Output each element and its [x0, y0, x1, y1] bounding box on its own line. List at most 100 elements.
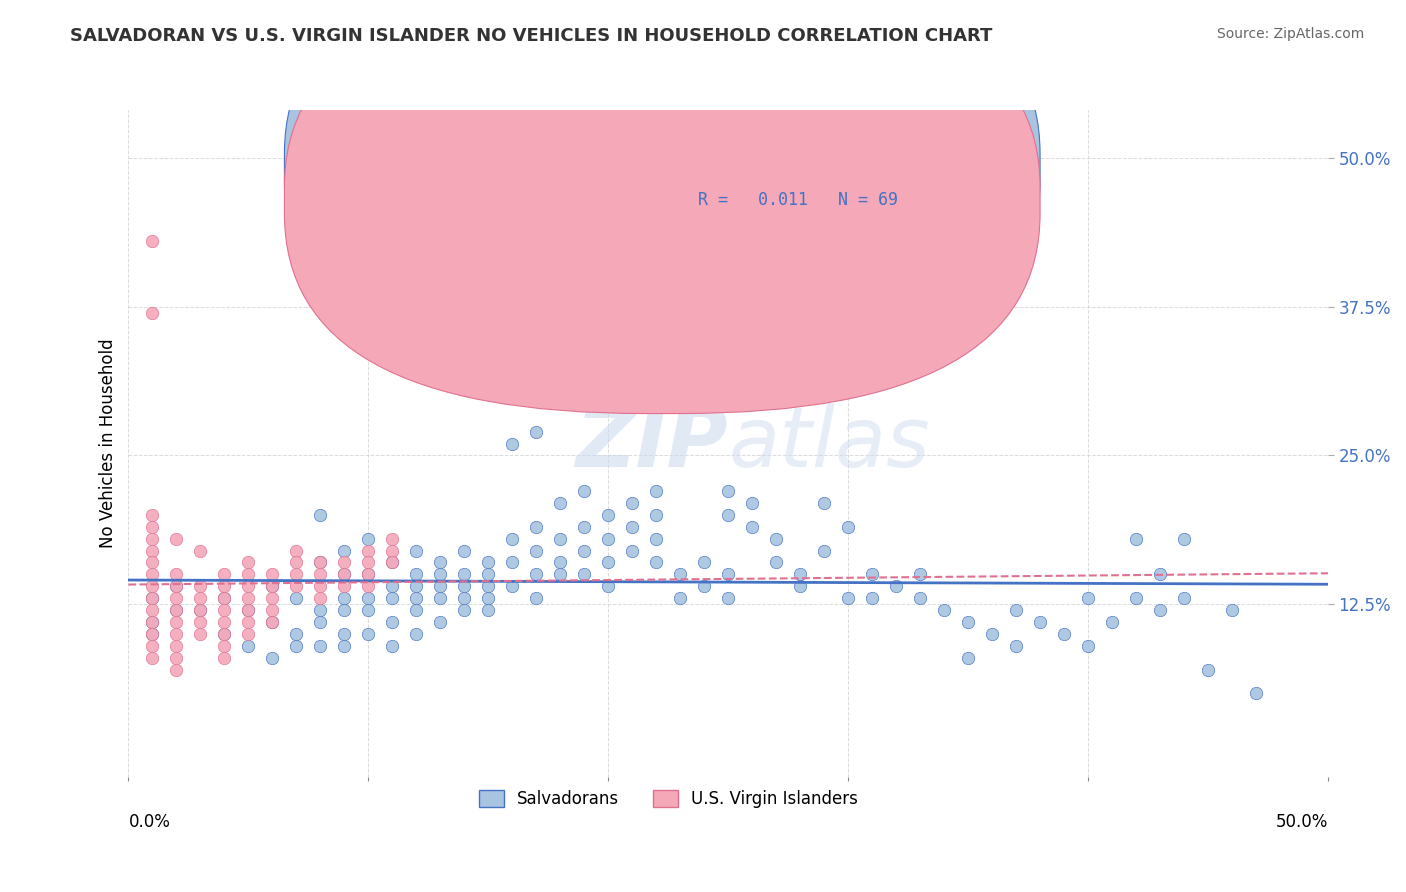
Point	[621, 520, 644, 534]
Point	[501, 556, 523, 570]
Point	[190, 591, 212, 606]
Point	[477, 603, 499, 617]
Point	[357, 567, 380, 582]
Point	[285, 639, 308, 653]
Point	[477, 591, 499, 606]
Point	[262, 615, 284, 629]
Point	[238, 603, 260, 617]
Point	[190, 543, 212, 558]
Point	[717, 591, 740, 606]
Point	[238, 639, 260, 653]
Point	[621, 543, 644, 558]
Point	[524, 543, 547, 558]
Point	[165, 603, 187, 617]
Point	[1197, 663, 1219, 677]
Point	[1149, 567, 1171, 582]
Point	[165, 639, 187, 653]
Point	[813, 496, 835, 510]
Point	[765, 556, 787, 570]
Point	[309, 508, 332, 522]
Point	[190, 579, 212, 593]
Point	[405, 567, 427, 582]
Point	[1125, 532, 1147, 546]
Point	[214, 591, 236, 606]
Point	[1101, 615, 1123, 629]
Point	[285, 556, 308, 570]
Point	[165, 567, 187, 582]
Point	[357, 532, 380, 546]
Point	[214, 591, 236, 606]
Point	[789, 579, 811, 593]
Point	[262, 650, 284, 665]
Point	[477, 579, 499, 593]
FancyBboxPatch shape	[284, 0, 1040, 380]
Point	[1149, 603, 1171, 617]
Point	[309, 615, 332, 629]
Point	[477, 567, 499, 582]
Point	[453, 603, 475, 617]
Point	[141, 615, 163, 629]
Point	[477, 556, 499, 570]
Point	[598, 532, 620, 546]
Point	[548, 496, 571, 510]
Point	[717, 567, 740, 582]
Point	[453, 591, 475, 606]
Point	[165, 591, 187, 606]
Point	[285, 543, 308, 558]
Point	[405, 603, 427, 617]
Text: 0.0%: 0.0%	[128, 814, 170, 831]
Point	[789, 567, 811, 582]
Point	[309, 556, 332, 570]
Point	[1173, 532, 1195, 546]
Point	[405, 627, 427, 641]
Point	[548, 567, 571, 582]
Point	[598, 556, 620, 570]
Point	[141, 627, 163, 641]
Point	[1077, 591, 1099, 606]
Point	[214, 615, 236, 629]
Point	[574, 520, 596, 534]
Point	[190, 615, 212, 629]
Point	[837, 520, 859, 534]
Point	[309, 579, 332, 593]
Point	[501, 436, 523, 450]
Point	[381, 639, 404, 653]
Text: Source: ZipAtlas.com: Source: ZipAtlas.com	[1216, 27, 1364, 41]
Point	[717, 484, 740, 499]
Point	[405, 579, 427, 593]
Point	[262, 615, 284, 629]
Point	[357, 567, 380, 582]
Point	[285, 579, 308, 593]
Point	[141, 520, 163, 534]
Point	[262, 579, 284, 593]
Point	[1244, 686, 1267, 700]
Point	[429, 591, 451, 606]
Point	[693, 556, 716, 570]
Point	[381, 591, 404, 606]
Point	[524, 591, 547, 606]
Point	[357, 556, 380, 570]
Point	[238, 615, 260, 629]
Point	[1005, 603, 1028, 617]
Point	[645, 532, 668, 546]
Point	[574, 567, 596, 582]
Point	[1077, 639, 1099, 653]
Point	[429, 567, 451, 582]
Point	[405, 591, 427, 606]
Point	[141, 627, 163, 641]
Point	[453, 567, 475, 582]
Point	[141, 579, 163, 593]
Text: atlas: atlas	[728, 403, 929, 484]
Point	[238, 567, 260, 582]
Point	[190, 603, 212, 617]
Point	[860, 567, 883, 582]
Point	[238, 579, 260, 593]
Point	[141, 556, 163, 570]
Point	[884, 579, 907, 593]
Point	[453, 579, 475, 593]
Point	[524, 425, 547, 439]
Point	[214, 627, 236, 641]
Point	[957, 615, 980, 629]
Point	[214, 579, 236, 593]
Point	[165, 579, 187, 593]
